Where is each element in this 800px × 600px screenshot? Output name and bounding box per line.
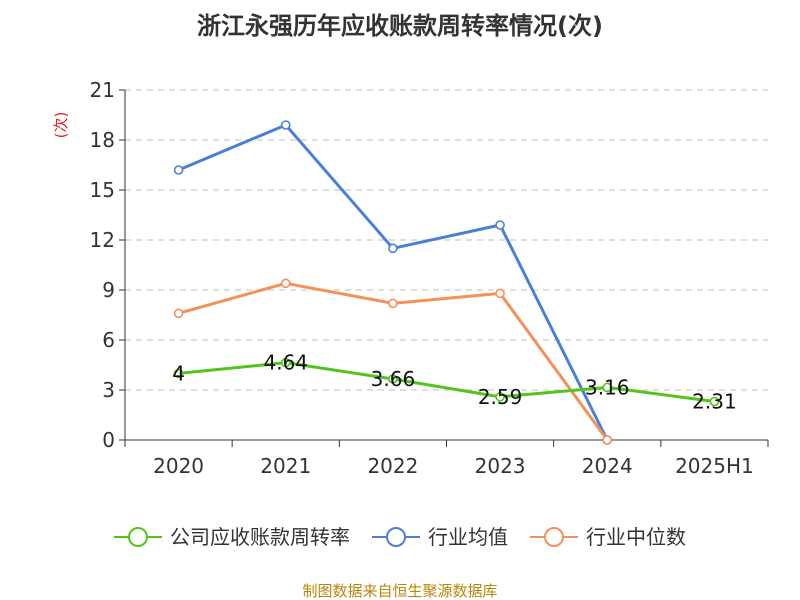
x-tick-label: 2021	[260, 454, 311, 478]
data-point	[388, 243, 398, 254]
y-tick-label: 15	[90, 178, 115, 202]
data-label: 4.64	[263, 351, 308, 375]
series	[173, 120, 720, 445]
data-point	[709, 396, 720, 407]
data-point	[495, 220, 505, 230]
data-point	[280, 357, 291, 368]
series-line	[178, 361, 715, 403]
data-label: 3.66	[371, 367, 416, 391]
data-label: 2.59	[478, 385, 523, 409]
data-point	[173, 308, 184, 319]
legend-marker-icon	[128, 527, 148, 547]
grid-lines	[125, 89, 768, 391]
series-0	[173, 357, 720, 407]
x-tick-label: 2020	[153, 454, 204, 478]
data-point	[280, 120, 291, 130]
x-tick-label: 2024	[582, 454, 633, 478]
data-point	[388, 374, 398, 384]
legend-label: 公司应收账款周转率	[170, 525, 350, 549]
series-2	[173, 278, 613, 445]
data-label: 4	[172, 361, 185, 385]
y-tick-labels: 0 3 6 9 12 15 18 21	[90, 78, 115, 452]
legend-item-1[interactable]: 行业均值	[372, 525, 508, 549]
chart-title: 浙江永强历年应收账款周转率情况(次)	[197, 12, 603, 40]
data-label: 3.16	[585, 375, 630, 399]
axes	[119, 89, 769, 447]
data-labels: 4 4.64 3.66 2.59 3.16 2.31	[172, 351, 736, 414]
legend-label: 行业中位数	[586, 525, 686, 549]
y-tick-label: 0	[102, 428, 115, 452]
x-tick-label: 2025H1	[675, 454, 754, 478]
data-point	[495, 392, 505, 402]
data-label: 2.31	[692, 390, 737, 414]
legend-marker-icon	[386, 527, 406, 547]
data-point	[173, 368, 184, 379]
legend-item-0[interactable]: 公司应收账款周转率	[114, 525, 350, 549]
data-point	[602, 435, 613, 445]
data-point	[388, 298, 398, 309]
x-tick-labels: 2020 2021 2022 2023 2024 2025H1	[153, 454, 754, 478]
data-point	[495, 288, 505, 299]
series-1	[173, 120, 613, 445]
y-tick-label: 9	[102, 278, 115, 302]
y-tick-label: 6	[102, 328, 115, 352]
x-tick-label: 2022	[367, 454, 418, 478]
y-tick-label: 21	[90, 78, 115, 102]
legend-marker-icon	[544, 527, 564, 547]
source-note: 制图数据来自恒生聚源数据库	[302, 582, 497, 600]
x-tick-label: 2023	[475, 454, 526, 478]
data-point	[602, 382, 613, 393]
y-axis-unit: (次)	[52, 112, 70, 139]
legend-label: 行业均值	[428, 525, 508, 549]
y-tick-label: 3	[102, 378, 115, 402]
y-tick-label: 18	[90, 128, 115, 152]
legend-item-2[interactable]: 行业中位数	[530, 525, 686, 549]
data-point	[280, 278, 291, 289]
legend[interactable]: 公司应收账款周转率 行业均值 行业中位数	[114, 525, 686, 549]
y-tick-label: 12	[90, 228, 115, 252]
data-point	[173, 165, 184, 175]
